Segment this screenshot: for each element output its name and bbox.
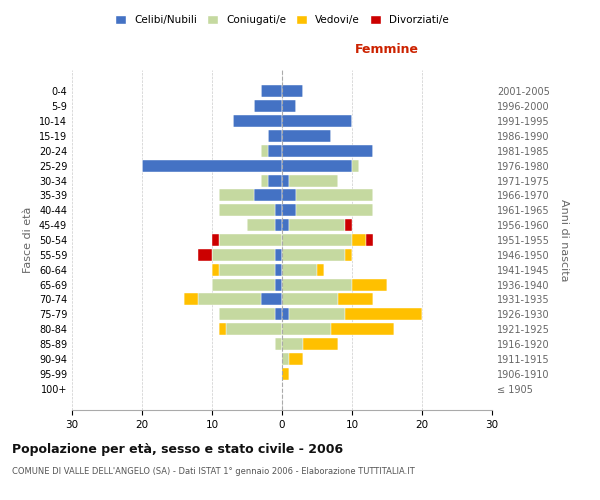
Bar xyxy=(282,368,289,380)
Bar xyxy=(219,264,275,276)
Bar xyxy=(282,130,331,142)
Bar xyxy=(261,145,268,157)
Y-axis label: Anni di nascita: Anni di nascita xyxy=(559,198,569,281)
Bar xyxy=(219,323,226,335)
Bar xyxy=(268,130,282,142)
Bar xyxy=(282,234,352,246)
Bar xyxy=(282,100,296,112)
Bar xyxy=(289,174,338,186)
Bar xyxy=(282,249,345,261)
Bar xyxy=(282,86,303,98)
Bar xyxy=(282,294,338,306)
Bar xyxy=(352,278,387,290)
Bar xyxy=(282,353,289,365)
Bar xyxy=(303,338,338,350)
Bar xyxy=(296,190,373,202)
Bar xyxy=(345,249,352,261)
Bar xyxy=(212,264,219,276)
Text: Popolazione per età, sesso e stato civile - 2006: Popolazione per età, sesso e stato civil… xyxy=(12,442,343,456)
Bar xyxy=(254,100,282,112)
Bar xyxy=(352,160,359,172)
Bar xyxy=(282,323,331,335)
Bar xyxy=(289,219,345,231)
Bar xyxy=(338,294,373,306)
Text: COMUNE DI VALLE DELL'ANGELO (SA) - Dati ISTAT 1° gennaio 2006 - Elaborazione TUT: COMUNE DI VALLE DELL'ANGELO (SA) - Dati … xyxy=(12,468,415,476)
Bar xyxy=(212,234,219,246)
Bar xyxy=(282,160,352,172)
Bar xyxy=(345,219,352,231)
Bar xyxy=(366,234,373,246)
Bar xyxy=(261,86,282,98)
Bar xyxy=(275,308,282,320)
Bar xyxy=(282,204,296,216)
Bar xyxy=(247,219,275,231)
Bar xyxy=(282,278,352,290)
Bar xyxy=(282,338,303,350)
Bar xyxy=(331,323,394,335)
Bar xyxy=(275,219,282,231)
Bar xyxy=(282,174,289,186)
Bar xyxy=(268,174,282,186)
Bar xyxy=(289,353,303,365)
Bar xyxy=(268,145,282,157)
Bar xyxy=(184,294,198,306)
Bar xyxy=(254,190,282,202)
Bar xyxy=(345,308,422,320)
Bar xyxy=(198,294,261,306)
Bar xyxy=(282,145,373,157)
Bar xyxy=(282,115,352,127)
Bar xyxy=(261,294,282,306)
Y-axis label: Fasce di età: Fasce di età xyxy=(23,207,33,273)
Bar xyxy=(142,160,282,172)
Bar xyxy=(261,174,268,186)
Bar xyxy=(275,278,282,290)
Bar xyxy=(352,234,366,246)
Bar xyxy=(282,219,289,231)
Bar xyxy=(282,308,289,320)
Bar xyxy=(317,264,324,276)
Bar xyxy=(233,115,282,127)
Bar xyxy=(212,278,275,290)
Bar xyxy=(275,204,282,216)
Bar xyxy=(275,338,282,350)
Text: Femmine: Femmine xyxy=(355,44,419,57)
Bar xyxy=(219,234,282,246)
Bar xyxy=(275,264,282,276)
Legend: Celibi/Nubili, Coniugati/e, Vedovi/e, Divorziati/e: Celibi/Nubili, Coniugati/e, Vedovi/e, Di… xyxy=(113,12,451,27)
Bar xyxy=(219,308,275,320)
Bar xyxy=(282,190,296,202)
Bar xyxy=(282,264,317,276)
Bar xyxy=(296,204,373,216)
Bar xyxy=(289,308,345,320)
Bar xyxy=(275,249,282,261)
Bar xyxy=(219,190,254,202)
Bar xyxy=(219,204,275,216)
Bar xyxy=(198,249,212,261)
Bar xyxy=(226,323,282,335)
Bar xyxy=(212,249,275,261)
